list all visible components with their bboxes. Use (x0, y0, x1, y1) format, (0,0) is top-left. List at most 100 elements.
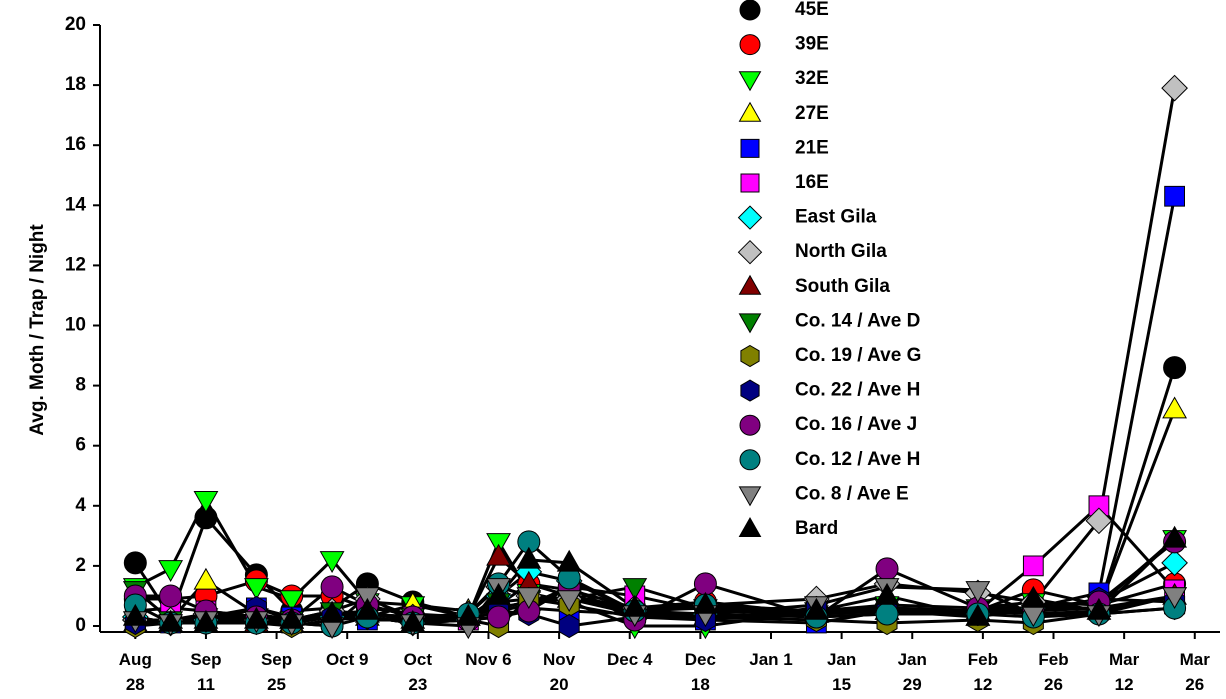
x-tick-label: Jan 29 (897, 650, 927, 694)
legend-marker (739, 34, 761, 56)
data-point (1088, 495, 1110, 517)
legend-marker (739, 0, 761, 21)
x-tick-label: Sep 11 (190, 650, 222, 694)
data-point (516, 587, 542, 610)
x-tick-label: Feb 12 (967, 650, 998, 694)
legend-label: Co. 22 / Ave H (795, 380, 920, 401)
x-tick-label: Nov 6 (465, 650, 512, 669)
y-tick-label: 8 (75, 375, 86, 396)
x-tick-label: Dec 4 (607, 650, 653, 669)
data-point (556, 590, 582, 613)
legend-label: 32E (795, 68, 829, 89)
data-point (516, 546, 542, 569)
x-tick-label: Feb 26 (1038, 650, 1069, 694)
data-point (874, 582, 900, 605)
legend-label: East Gila (795, 207, 877, 228)
legend-label: 27E (795, 103, 829, 124)
x-tick-label: Dec 18 (684, 650, 716, 694)
y-tick-label: 2 (75, 555, 86, 576)
data-point (400, 609, 426, 632)
legend-label: 45E (795, 0, 829, 20)
data-point (692, 591, 718, 614)
data-point (1164, 185, 1185, 207)
data-point (622, 594, 648, 617)
data-point (319, 551, 345, 573)
data-point (320, 575, 344, 599)
legend-marker (738, 274, 762, 295)
legend-marker (739, 414, 761, 436)
data-point (193, 491, 219, 513)
data-point (693, 572, 717, 596)
data-point (158, 560, 184, 583)
data-point (243, 578, 269, 601)
legend-label: 16E (795, 172, 829, 193)
data-point (1162, 525, 1188, 548)
data-point (622, 578, 648, 601)
series-line (135, 87, 1177, 625)
data-point (556, 549, 582, 572)
y-tick-label: 20 (65, 14, 86, 35)
data-point (123, 551, 147, 575)
data-point (1086, 597, 1112, 620)
legend-label: Co. 16 / Ave J (795, 414, 917, 435)
data-point (875, 557, 899, 581)
data-point (455, 603, 481, 626)
data-point (875, 602, 899, 626)
legend-label: Co. 12 / Ave H (795, 449, 920, 470)
legend-label: Co. 14 / Ave D (795, 310, 920, 331)
x-tick-label: Aug 28 (118, 650, 152, 694)
legend-marker (738, 71, 762, 92)
data-point (159, 584, 183, 608)
y-tick-label: 0 (75, 615, 86, 636)
data-point (354, 597, 380, 620)
data-point (486, 543, 511, 566)
legend-marker (738, 101, 762, 122)
legend-marker (740, 344, 760, 368)
data-point (1022, 555, 1044, 577)
y-tick-label: 12 (65, 254, 86, 275)
x-tick-label: Sep 25 (260, 650, 293, 694)
data-point (486, 582, 511, 605)
x-tick-label: Nov 20 (543, 650, 576, 694)
data-point (558, 613, 580, 639)
legend-marker (738, 486, 762, 507)
legend-marker (740, 173, 760, 193)
data-point (1162, 587, 1188, 610)
data-point (193, 609, 219, 632)
x-tick-label: Jan 1 (749, 650, 793, 669)
data-point (279, 590, 305, 613)
legend-marker (738, 313, 762, 334)
legend-marker (740, 379, 760, 402)
y-tick-label: 14 (65, 194, 87, 215)
y-tick-label: 18 (65, 74, 86, 95)
data-point (1020, 585, 1046, 608)
y-tick-label: 10 (65, 315, 86, 336)
legend-marker (738, 516, 762, 537)
series-line (135, 196, 1177, 625)
y-axis-label: Avg. Moth / Trap / Night (27, 224, 48, 436)
x-tick-label: Oct 23 (403, 650, 432, 694)
data-point (319, 600, 345, 623)
x-tick-label: Mar 26 (1179, 650, 1210, 694)
data-point (1161, 74, 1188, 102)
x-tick-label: Jan 15 (826, 650, 857, 694)
data-point (243, 606, 269, 629)
legend-label: Co. 19 / Ave G (795, 345, 921, 366)
legend-marker (737, 239, 763, 265)
data-point (158, 609, 184, 632)
legend-label: North Gila (795, 241, 887, 262)
legend-marker (737, 205, 763, 230)
legend-label: Bard (795, 518, 838, 539)
data-point (965, 603, 991, 626)
legend-marker (739, 449, 761, 471)
legend-marker (740, 138, 760, 158)
y-tick-label: 16 (65, 134, 86, 155)
data-point (487, 605, 511, 629)
legend-label: Co. 8 / Ave E (795, 483, 909, 504)
data-point (279, 606, 305, 629)
legend-label: 39E (795, 34, 829, 55)
legend-label: 21E (795, 137, 829, 158)
data-point (803, 597, 829, 620)
